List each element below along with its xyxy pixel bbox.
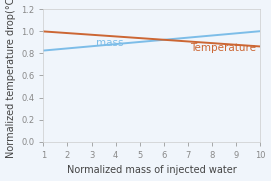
Text: mass: mass [96, 38, 124, 48]
X-axis label: Normalized mass of injected water: Normalized mass of injected water [67, 165, 237, 175]
Y-axis label: Normalized temperature drop(°C): Normalized temperature drop(°C) [6, 0, 15, 157]
Text: Temperature: Temperature [190, 43, 256, 53]
